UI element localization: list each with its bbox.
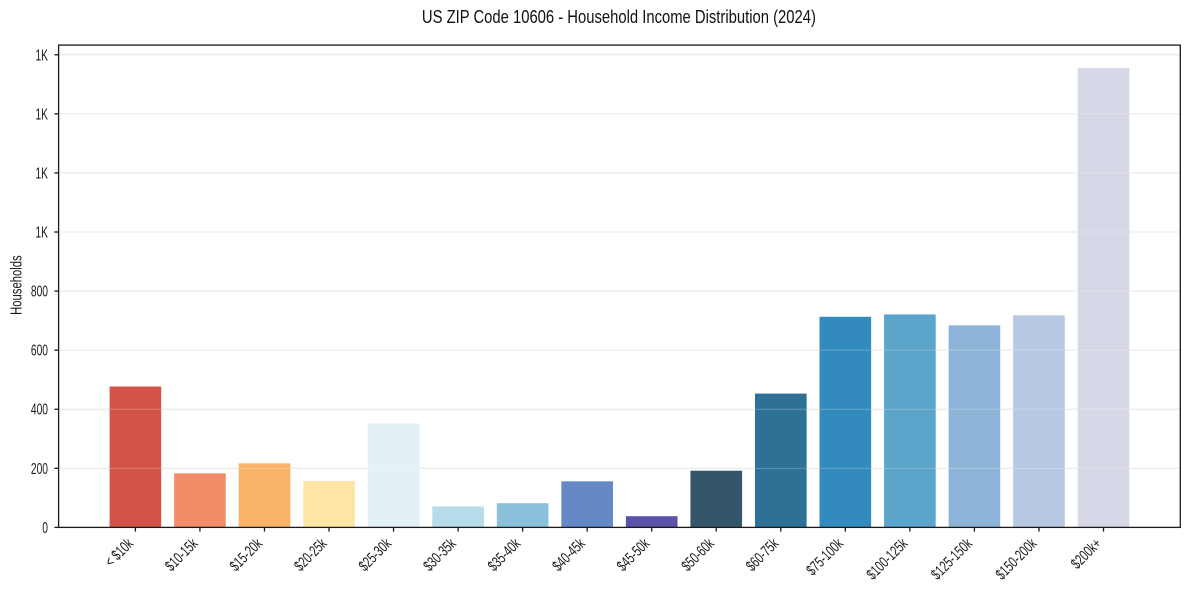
svg-text:1K: 1K	[36, 165, 49, 182]
svg-text:Households: Households	[9, 255, 26, 315]
svg-text:200: 200	[31, 461, 48, 478]
svg-text:800: 800	[31, 284, 48, 301]
svg-text:1K: 1K	[36, 47, 49, 64]
svg-text:0: 0	[42, 520, 48, 537]
svg-text:US ZIP Code 10606 - Household: US ZIP Code 10606 - Household Income Dis…	[422, 6, 816, 27]
svg-text:1K: 1K	[36, 106, 49, 123]
svg-text:400: 400	[31, 402, 48, 419]
svg-text:600: 600	[31, 343, 48, 360]
svg-text:1K: 1K	[36, 225, 49, 242]
